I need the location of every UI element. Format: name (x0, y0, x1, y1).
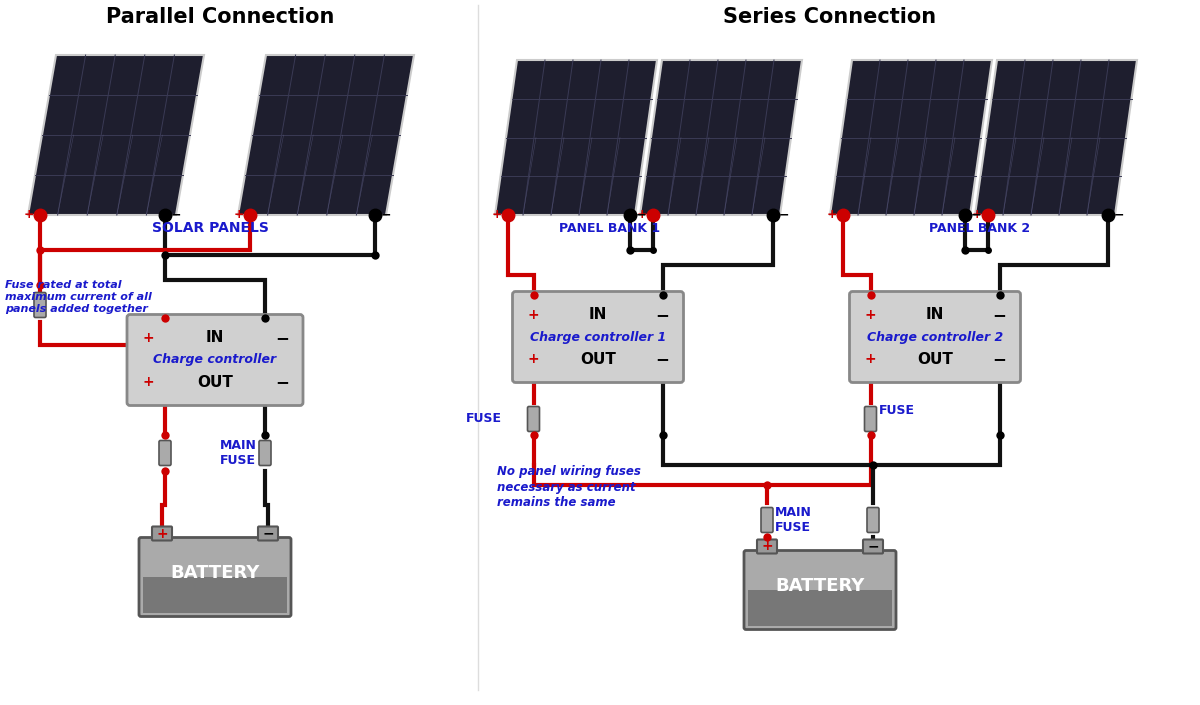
FancyBboxPatch shape (866, 508, 878, 532)
Text: IN: IN (206, 331, 224, 345)
Polygon shape (830, 60, 992, 215)
Polygon shape (974, 60, 1138, 215)
FancyBboxPatch shape (761, 508, 773, 532)
FancyBboxPatch shape (744, 551, 896, 630)
FancyBboxPatch shape (127, 314, 302, 405)
Text: −: − (992, 306, 1007, 324)
Text: OUT: OUT (917, 352, 953, 367)
Text: IN: IN (926, 307, 944, 322)
Text: −: − (779, 209, 790, 221)
FancyBboxPatch shape (864, 407, 876, 431)
Text: +: + (761, 539, 773, 553)
Text: IN: IN (589, 307, 607, 322)
Text: FUSE: FUSE (466, 412, 502, 426)
Text: +: + (827, 209, 838, 221)
FancyBboxPatch shape (258, 527, 278, 541)
Text: −: − (636, 209, 647, 221)
Text: +: + (865, 308, 876, 322)
FancyBboxPatch shape (528, 407, 540, 431)
FancyBboxPatch shape (757, 539, 778, 553)
FancyBboxPatch shape (512, 291, 684, 383)
Text: +: + (156, 527, 168, 541)
Bar (748, 590, 892, 625)
Text: −: − (971, 209, 982, 221)
Text: OUT: OUT (580, 352, 616, 367)
Polygon shape (640, 60, 802, 215)
Text: +: + (637, 209, 647, 221)
Text: −: − (655, 350, 670, 368)
Text: +: + (492, 209, 503, 221)
Text: +: + (528, 308, 539, 322)
Text: MAIN
FUSE: MAIN FUSE (775, 506, 812, 534)
FancyBboxPatch shape (850, 291, 1020, 383)
Text: PANEL BANK 1: PANEL BANK 1 (559, 221, 660, 235)
FancyBboxPatch shape (34, 293, 46, 317)
Text: +: + (142, 331, 154, 345)
Text: −: − (992, 350, 1007, 368)
Text: −: − (275, 373, 289, 391)
FancyBboxPatch shape (152, 527, 172, 541)
FancyBboxPatch shape (158, 441, 172, 465)
Text: Parallel Connection: Parallel Connection (106, 7, 334, 27)
Text: Charge controller: Charge controller (154, 353, 276, 367)
FancyBboxPatch shape (139, 537, 292, 616)
Text: +: + (142, 375, 154, 389)
Text: −: − (275, 329, 289, 347)
Polygon shape (496, 60, 658, 215)
Text: +: + (24, 209, 35, 221)
Polygon shape (28, 55, 204, 215)
Polygon shape (238, 55, 414, 215)
Text: −: − (170, 209, 181, 221)
Text: BATTERY: BATTERY (775, 577, 865, 595)
Text: Charge controller 2: Charge controller 2 (866, 331, 1003, 343)
Text: SOLAR PANELS: SOLAR PANELS (151, 221, 269, 235)
Text: +: + (234, 209, 245, 221)
Text: −: − (1114, 209, 1124, 221)
Text: BATTERY: BATTERY (170, 564, 259, 582)
Text: Fuse rated at total
maximum current of all
panels added together: Fuse rated at total maximum current of a… (5, 281, 152, 314)
Text: −: − (655, 306, 670, 324)
Bar (143, 577, 287, 613)
Text: +: + (972, 209, 983, 221)
FancyBboxPatch shape (259, 441, 271, 465)
Text: −: − (262, 527, 274, 541)
Text: Charge controller 1: Charge controller 1 (530, 331, 666, 343)
Text: OUT: OUT (197, 374, 233, 390)
Text: MAIN
FUSE: MAIN FUSE (220, 439, 257, 467)
FancyBboxPatch shape (863, 539, 883, 553)
Text: FUSE: FUSE (878, 403, 914, 417)
Text: No panel wiring fuses
necessary as current
remains the same: No panel wiring fuses necessary as curre… (497, 465, 641, 508)
Text: +: + (528, 352, 539, 366)
Text: −: − (868, 539, 878, 553)
Text: +: + (865, 352, 876, 366)
Text: PANEL BANK 2: PANEL BANK 2 (930, 221, 1031, 235)
Text: −: − (380, 209, 391, 221)
Text: Series Connection: Series Connection (724, 7, 936, 27)
